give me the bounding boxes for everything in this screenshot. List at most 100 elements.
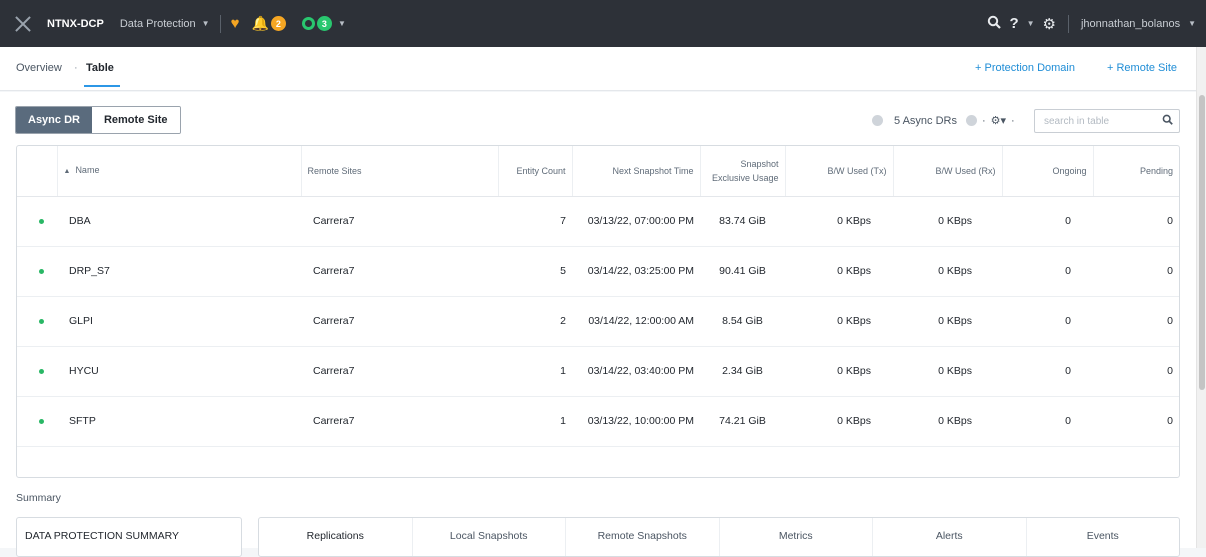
table-row[interactable]: DBA Carrera7 7 03/13/22, 07:00:00 PM 83.74 G… — [17, 196, 1179, 247]
view-toggle: Async DR Remote Site — [15, 106, 181, 134]
status-dot-icon — [38, 368, 44, 374]
name-cell: DRP_S7 — [57, 246, 301, 297]
status-column-header — [17, 146, 58, 197]
entity-count-cell: 2 — [498, 296, 572, 347]
table-search-input[interactable] — [1034, 109, 1180, 133]
help-icon[interactable]: ? — [1009, 15, 1019, 32]
tab-remote-snapshots[interactable]: Remote Snapshots — [566, 518, 720, 556]
tasks-count-badge[interactable]: 3 — [316, 16, 332, 31]
async-dr-toggle[interactable]: Async DR — [16, 107, 92, 133]
async-dr-count: 5 Async DRs — [894, 114, 957, 127]
remote-site-cell: Carrera7 — [301, 346, 498, 397]
status-dot-icon — [38, 418, 44, 424]
alerts-count-badge[interactable]: 2 — [270, 16, 286, 31]
add-protection-domain-link[interactable]: + Protection Domain — [975, 62, 1075, 74]
add-remote-site-link[interactable]: + Remote Site — [1107, 62, 1178, 74]
summary-tabs: Replications Local Snapshots Remote Snap… — [258, 517, 1180, 557]
divider — [1067, 14, 1069, 33]
tab-alerts[interactable]: Alerts — [873, 518, 1027, 556]
entity-count-cell: 1 — [498, 346, 572, 397]
bw-rx-column-header[interactable]: B/W Used (Rx) — [893, 146, 1003, 197]
alerts-bell-icon[interactable]: 🔔 — [251, 15, 269, 31]
tab-replications[interactable]: Replications — [259, 518, 413, 556]
bw-tx-column-header[interactable]: B/W Used (Tx) — [785, 146, 894, 197]
chevron-down-icon[interactable]: ▼ — [1026, 19, 1035, 28]
pending-column-header[interactable]: Pending — [1093, 146, 1179, 197]
chevron-down-icon[interactable]: ▼ — [1188, 19, 1196, 28]
nutanix-logo-icon[interactable] — [12, 13, 34, 35]
table-row[interactable]: GLPI Carrera7 2 03/14/22, 12:00:00 AM 8.54 G… — [17, 296, 1179, 347]
status-cell — [17, 346, 57, 397]
bw-tx-cell: 0 KBps — [785, 396, 893, 447]
table-row[interactable]: DRP_S7 Carrera7 5 03/14/22, 03:25:00 PM 90.4… — [17, 246, 1179, 297]
status-dot-icon — [38, 218, 44, 224]
separator-dot: · — [1011, 114, 1015, 127]
bw-tx-cell: 0 KBps — [785, 246, 893, 297]
bw-tx-cell: 0 KBps — [785, 296, 893, 347]
status-cell — [17, 396, 57, 447]
remote-site-cell: Carrera7 — [301, 196, 498, 247]
name-cell: GLPI — [57, 296, 301, 347]
bw-rx-cell: 0 KBps — [893, 246, 1002, 297]
breadcrumb-separator: · — [74, 62, 78, 74]
bw-tx-cell: 0 KBps — [785, 346, 893, 397]
table-row[interactable]: SFTP Carrera7 1 03/13/22, 10:00:00 PM 74.21 … — [17, 396, 1179, 447]
table-header-row: ▲ Name Remote Sites Entity Count Next Sna… — [17, 146, 1179, 197]
pending-cell: 0 — [1093, 296, 1179, 347]
entity-count-column-header[interactable]: Entity Count — [498, 146, 573, 197]
table-row[interactable]: HYCU Carrera7 1 03/14/22, 03:40:00 PM 2.34 G… — [17, 346, 1179, 397]
gear-icon[interactable]: ⚙ — [1042, 15, 1056, 33]
pending-cell: 0 — [1093, 346, 1179, 397]
next-page-icon[interactable] — [965, 115, 977, 126]
remote-sites-column-header[interactable]: Remote Sites — [301, 146, 499, 197]
next-snapshot-time-cell: 03/13/22, 07:00:00 PM — [572, 196, 700, 247]
search-icon — [1162, 114, 1173, 128]
status-cell — [17, 246, 57, 297]
breadcrumb-table[interactable]: Table — [86, 62, 114, 74]
top-nav-bar: NTNX-DCP Data Protection ▼ ♥ 🔔 2 3 ▼ ? ▼… — [0, 0, 1206, 47]
data-protection-summary-card: DATA PROTECTION SUMMARY — [16, 517, 242, 557]
remote-site-cell: Carrera7 — [301, 296, 498, 347]
scrollbar-thumb[interactable] — [1199, 95, 1205, 390]
page-scrollbar[interactable] — [1196, 47, 1206, 548]
next-snapshot-column-header[interactable]: Next Snapshot Time — [572, 146, 701, 197]
tasks-ring-icon[interactable] — [301, 17, 315, 30]
remote-site-cell: Carrera7 — [301, 396, 498, 447]
data-protection-menu-label: Data Protection — [119, 17, 196, 30]
bw-rx-cell: 0 KBps — [893, 196, 1002, 247]
separator-dot: · — [981, 114, 986, 127]
entity-count-cell: 1 — [498, 396, 572, 447]
name-header-label: Name — [75, 164, 100, 175]
tab-events[interactable]: Events — [1086, 530, 1119, 542]
prev-page-icon[interactable] — [872, 115, 883, 126]
entity-count-cell: 7 — [498, 196, 572, 247]
data-protection-menu[interactable]: Data Protection ▼ — [120, 18, 210, 30]
name-cell: HYCU — [57, 346, 301, 397]
pending-cell: 0 — [1093, 196, 1179, 247]
remote-site-cell: Carrera7 — [301, 246, 498, 297]
search-icon[interactable] — [987, 15, 1002, 33]
next-snapshot-time-cell: 03/14/22, 03:25:00 PM — [572, 246, 700, 297]
bw-rx-cell: 0 KBps — [893, 296, 1002, 347]
tab-local-snapshots[interactable]: Local Snapshots — [413, 518, 566, 556]
bw-rx-cell: 0 KBps — [893, 346, 1002, 397]
name-column-header[interactable]: ▲ Name — [57, 146, 302, 197]
status-dot-icon — [38, 318, 44, 324]
next-snapshot-time-cell: 03/14/22, 03:40:00 PM — [572, 346, 700, 397]
health-heart-icon[interactable]: ♥ — [230, 15, 240, 32]
snapshot-usage-column-header[interactable]: Snapshot Exclusive Usage — [700, 146, 786, 197]
tab-metrics[interactable]: Metrics — [720, 518, 873, 556]
chevron-down-icon[interactable]: ▼ — [337, 19, 346, 28]
sort-up-icon: ▲ — [63, 167, 71, 175]
snapshot-usage-cell: 8.54 GiB — [700, 296, 785, 347]
ongoing-cell: 0 — [1002, 196, 1093, 247]
status-dot-icon — [38, 268, 44, 274]
breadcrumb-overview[interactable]: Overview — [16, 62, 62, 74]
table-settings-gear-icon[interactable]: ⚙▾ — [990, 115, 1007, 127]
ongoing-column-header[interactable]: Ongoing — [1002, 146, 1094, 197]
chevron-down-icon: ▼ — [201, 19, 210, 28]
remote-site-toggle[interactable]: Remote Site — [91, 107, 180, 133]
user-menu[interactable]: jhonnathan_bolanos — [1080, 17, 1181, 30]
ongoing-cell: 0 — [1002, 346, 1093, 397]
cluster-name[interactable]: NTNX-DCP — [47, 17, 104, 30]
